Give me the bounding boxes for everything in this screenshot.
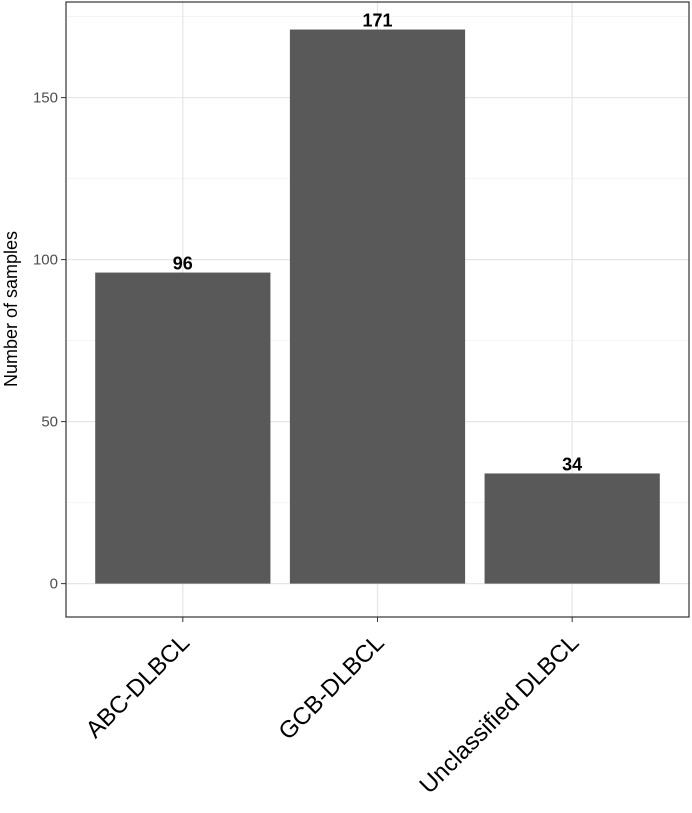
bar-value-label: 171: [362, 11, 392, 31]
x-tick-label: ABC-DLBCL: [81, 629, 195, 743]
bar: [289, 29, 466, 584]
bar: [95, 272, 271, 584]
x-tick-label: GCB-DLBCL: [274, 629, 390, 745]
bar: [484, 473, 660, 584]
y-tick-label: 50: [41, 414, 58, 431]
y-tick-label: 0: [50, 576, 58, 593]
bar-value-label: 96: [173, 254, 193, 274]
y-axis-title: Number of samples: [1, 231, 21, 387]
bar-value-label: 34: [562, 454, 582, 474]
y-tick-label: 100: [33, 252, 58, 269]
bars-layer: [95, 29, 660, 584]
y-tick-label: 150: [33, 90, 58, 107]
x-tick-label: Unclassified DLBCL: [414, 629, 584, 799]
data-labels-layer: 96 171 34: [173, 11, 582, 475]
